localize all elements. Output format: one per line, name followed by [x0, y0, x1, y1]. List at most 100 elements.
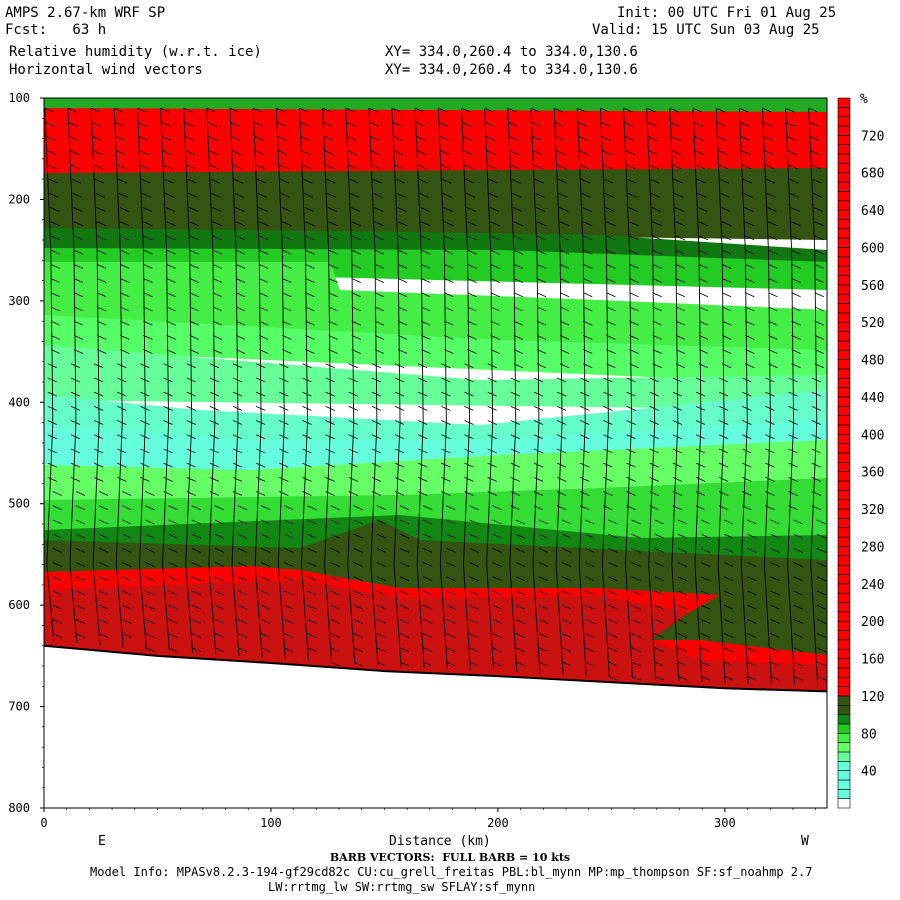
legend-swatch	[837, 359, 851, 370]
barb-column	[206, 107, 225, 655]
legend-swatch	[837, 153, 851, 164]
rh-field	[44, 98, 827, 808]
legend-swatch	[837, 704, 851, 715]
legend-swatch	[837, 191, 851, 202]
legend-swatch	[837, 630, 851, 641]
barb-column	[113, 107, 132, 648]
header-xy1: XY= 334.0,260.4 to 334.0,130.6	[385, 44, 638, 60]
legend-swatch	[837, 742, 851, 753]
legend-swatch	[837, 368, 851, 379]
header-field2: Horizontal wind vectors	[9, 62, 203, 78]
barb-column	[299, 107, 317, 661]
legend-swatch	[837, 658, 851, 669]
legend-swatch	[837, 303, 851, 314]
legend-swatch	[837, 284, 851, 295]
x-tick-label: 0	[40, 816, 47, 830]
barb-column	[507, 107, 525, 672]
legend-swatch	[837, 424, 851, 435]
legend-swatch	[837, 695, 851, 706]
legend-swatch	[837, 490, 851, 501]
legend-swatch	[837, 293, 851, 304]
rh-layer-lightgreen	[44, 262, 827, 360]
legend-swatch	[837, 546, 851, 557]
legend-swatch	[837, 349, 851, 360]
header-xy2: XY= 334.0,260.4 to 334.0,130.6	[385, 62, 638, 78]
header-valid: Valid: 15 UTC Sun 03 Aug 25	[592, 22, 820, 38]
legend-swatch	[837, 237, 851, 248]
barb-column	[44, 107, 62, 642]
legend-swatch	[837, 508, 851, 519]
legend-unit: %	[860, 92, 868, 107]
legend-swatch	[837, 789, 851, 799]
barb-column	[576, 107, 595, 676]
legend-tick-label: 600	[861, 241, 884, 256]
barb-column	[484, 107, 502, 671]
legend-swatch	[837, 387, 851, 398]
legend-swatch	[837, 555, 851, 566]
model-info-line1: Model Info: MPASv8.2.3-194-gf29cd82c CU:…	[90, 865, 813, 879]
legend-swatch	[837, 116, 851, 127]
legend-swatch	[837, 620, 851, 631]
legend-swatch	[837, 583, 851, 594]
legend-swatch	[837, 751, 851, 762]
legend-tick-label: 320	[861, 503, 884, 518]
barb-column	[67, 107, 86, 644]
legend-swatch	[837, 471, 851, 482]
barb-column	[183, 107, 201, 653]
legend-tick-label: 120	[861, 690, 884, 705]
x-tick-label: 100	[260, 816, 282, 830]
legend-swatch	[837, 200, 851, 211]
barb-column	[785, 107, 803, 686]
barb-column	[345, 107, 363, 667]
plot-frame	[43, 97, 828, 809]
legend-swatch	[837, 265, 851, 276]
legend-swatch	[837, 499, 851, 510]
legend-swatch	[837, 592, 851, 603]
legend-swatch	[837, 564, 851, 575]
x-end-label-right: W	[801, 834, 809, 849]
legend-swatch	[837, 602, 851, 613]
legend-swatch	[837, 611, 851, 622]
model-info-line2: LW:rrtmg_lw SW:rrtmg_sw SFLAY:sf_mynn	[268, 880, 536, 894]
barb-column	[252, 107, 271, 658]
terrain-mask	[44, 645, 827, 808]
barb-column	[275, 107, 294, 659]
legend-swatch	[837, 518, 851, 529]
barb-column	[136, 107, 155, 653]
barb-column	[599, 107, 618, 681]
barb-column	[90, 107, 109, 646]
y-axis: 100 200 300 400 500 600 700 800	[8, 91, 44, 815]
barb-column	[808, 107, 826, 686]
legend-tick-label: 360	[861, 466, 884, 481]
legend-tick-label: 440	[861, 391, 884, 406]
y-tick-label: 800	[8, 801, 30, 815]
legend-swatch	[837, 340, 851, 351]
color-legend: 40 80 120 160 200 240 280 320 360 400 440 480 520 560…	[837, 97, 884, 809]
rh-layer-upper-red	[44, 108, 827, 175]
y-tick-label: 500	[8, 497, 30, 511]
legend-swatch	[837, 452, 851, 463]
x-axis-title: Distance (km)	[389, 834, 491, 849]
barb-column	[414, 107, 433, 668]
barb-column	[738, 107, 757, 684]
y-tick-label: 100	[8, 91, 30, 105]
legend-swatch	[837, 125, 851, 136]
barb-column	[160, 107, 178, 653]
legend-tick-label: 200	[861, 615, 884, 630]
rh-layer-darkgreen	[44, 228, 827, 262]
barb-column	[692, 107, 711, 682]
legend-swatch	[837, 97, 851, 108]
y-tick-label: 700	[8, 700, 30, 714]
header-fcst: Fcst: 63 h	[5, 22, 107, 38]
legend-swatch	[837, 209, 851, 220]
legend-swatch	[837, 648, 851, 659]
x-axis: 0 100 200 300	[40, 808, 817, 830]
legend-swatch	[837, 107, 851, 117]
legend-tick-label: 160	[861, 653, 884, 668]
y-tick-label: 300	[8, 294, 30, 308]
barb-column	[391, 107, 410, 667]
legend-swatch	[837, 377, 851, 388]
legend-tick-label: 280	[861, 540, 884, 555]
legend-swatch	[837, 527, 851, 538]
legend-swatch	[837, 574, 851, 585]
